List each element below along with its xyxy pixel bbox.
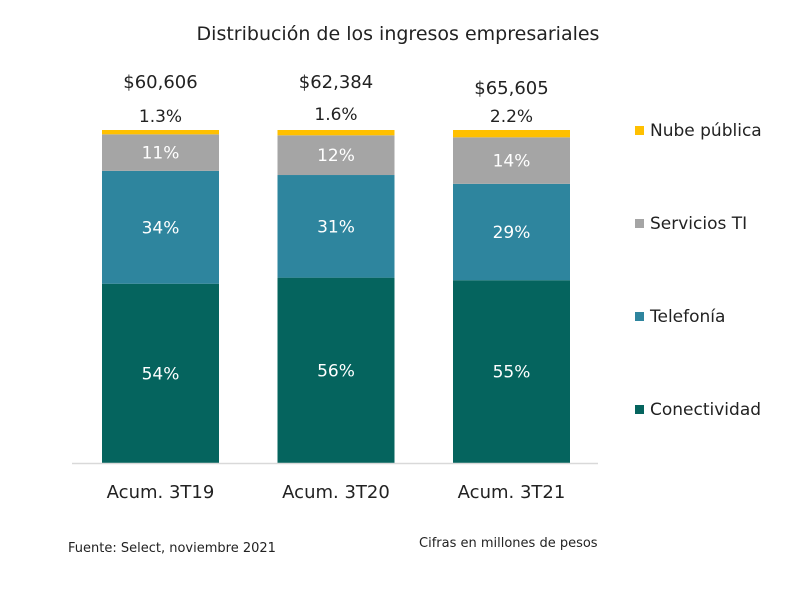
bar-total-label: $65,605 [474,78,548,99]
segment-data-label: 34% [142,218,180,238]
segment-data-label: 12% [317,146,355,166]
source-note: Fuente: Select, noviembre 2021 [68,541,276,556]
segment-data-label: 29% [493,223,531,243]
legend-swatch [635,126,644,135]
top-segment-data-label: 2.2% [490,107,533,127]
bar-segment-conectividad [453,280,570,463]
legend-label: Servicios TI [650,214,747,234]
segment-data-label: 11% [142,144,180,164]
segment-data-label: 31% [317,217,355,237]
legend-item: Telefonía [635,307,725,327]
legend-item: Servicios TI [635,214,747,234]
bar-total-label: $60,606 [123,72,197,93]
bar-segment-telefon-a [453,183,570,281]
legend-label: Telefonía [649,307,725,327]
bar-segment-conectividad [102,283,219,463]
bar-segment-telefon-a [102,170,219,284]
bar-segment-telefon-a [277,175,395,278]
bar-segment-nube-p-blica [102,130,219,135]
legend-swatch [635,312,644,321]
segment-data-label: 56% [317,361,355,381]
legend-item: Nube pública [635,121,762,141]
bar-segment-conectividad [277,277,395,463]
bar-total-label: $62,384 [299,72,373,93]
legend-swatch [635,405,644,414]
legend-label: Conectividad [650,400,761,420]
chart-title: Distribución de los ingresos empresarial… [197,23,600,45]
segment-data-label: 54% [142,364,180,384]
x-tick-label: Acum. 3T21 [458,482,566,503]
bar-segment-servicios-ti [453,137,570,184]
x-tick-label: Acum. 3T20 [282,482,390,503]
units-note: Cifras en millones de pesos [419,536,598,551]
segment-data-label: 55% [493,363,531,383]
bar-segment-nube-p-blica [453,130,570,138]
segment-data-label: 14% [493,152,531,172]
bar-segment-servicios-ti [277,135,395,176]
top-segment-data-label: 1.6% [314,105,357,125]
legend-swatch [635,219,644,228]
bar-segment-nube-p-blica [277,130,395,136]
x-tick-label: Acum. 3T19 [107,482,215,503]
legend-item: Conectividad [635,400,761,420]
bar-segment-servicios-ti [102,134,219,171]
top-segment-data-label: 1.3% [139,107,182,127]
legend-label: Nube pública [650,121,762,141]
